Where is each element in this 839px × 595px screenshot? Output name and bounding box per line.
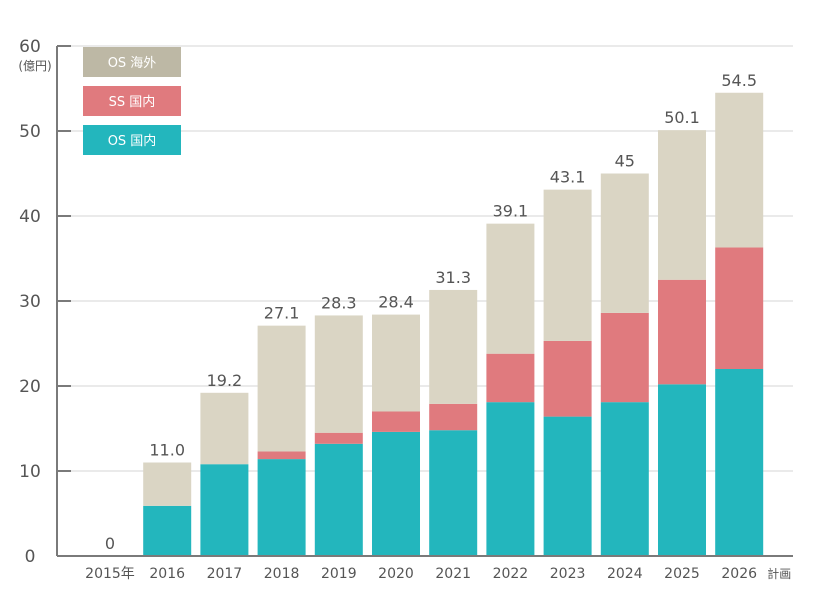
x-tick-label: 2026 [721,566,757,582]
legend-swatch [83,86,181,116]
legend-label: OS 国内 [108,133,157,149]
bar-segment [658,130,706,280]
y-tick-label: 20 [19,377,41,397]
total-label: 28.4 [378,293,414,312]
bar-segment [486,223,535,354]
total-label: 19.2 [207,371,243,390]
bar-segment [658,279,706,385]
total-label: 54.5 [721,71,757,90]
x-tick-label: 2024 [607,566,643,582]
bar-segment [314,443,363,556]
legend-swatch [83,125,181,155]
legend: OS 海外 SS 国内 OS 国内 [83,47,181,155]
total-label: 11.0 [149,441,185,460]
total-label: 45 [615,152,635,171]
bar-segment [314,315,363,433]
bar-segment [200,392,249,465]
x-tick-label: 2021 [435,566,471,582]
y-tick-label: 60 [19,37,41,57]
bar-segment [486,353,535,403]
x-tick-label: 2022 [493,566,529,582]
legend-label: OS 海外 [108,56,157,71]
data-labels: 0 11.0 19.2 27.1 28.3 28.4 31.3 39.1 43.1 45 50.1 5… [105,71,757,553]
y-unit-label: (億円) [18,59,51,73]
legend-label: SS 国内 [109,94,156,110]
bar-segment [257,451,306,460]
bar-segment [543,340,592,417]
bar-segment [543,416,592,556]
x-tick-label: 2015年 [85,566,135,582]
x-tick-label: 2019 [321,566,357,582]
bar-segment [486,402,535,556]
bar-segment [372,314,420,412]
bar-segment [600,173,649,313]
x-tick-label: 2023 [550,566,586,582]
bar-segment [429,403,478,431]
y-tick-label: 50 [19,122,41,142]
x-tick-label: 2018 [264,566,300,582]
total-label: 28.3 [321,293,357,312]
total-label: 31.3 [435,268,471,287]
x-axis-labels: 2015年 2016 2017 2018 2019 2020 2021 2022 2023 202… [85,566,791,582]
bar-segment [715,369,764,556]
bar-segment [600,312,649,403]
legend-swatch [83,47,181,77]
x-tick-suffix: 計画 [767,566,791,581]
y-tick-label: 30 [19,292,41,312]
total-label: 0 [105,534,115,553]
y-axis-ticks: 0 10 20 30 40 50 60 [19,37,71,567]
bar-segment [314,432,363,444]
bar-segment [372,431,420,556]
bar-segment [715,247,764,369]
bars [143,92,764,556]
y-tick-label: 40 [19,207,41,227]
x-tick-label: 2017 [207,566,243,582]
y-tick-label: 0 [25,547,36,567]
bar-segment [715,92,764,248]
total-label: 50.1 [664,108,700,127]
bar-segment [543,189,592,341]
total-label: 39.1 [493,202,529,221]
bar-segment [372,411,420,432]
total-label: 27.1 [264,304,300,323]
bar-segment [429,289,478,404]
bar-segment [200,464,249,556]
total-label: 43.1 [550,168,586,187]
x-tick-label: 2020 [378,566,414,582]
bar-segment [658,384,706,556]
bar-segment [143,462,192,506]
bar-segment [429,430,478,556]
bar-segment [257,325,306,452]
bar-segment [600,402,649,556]
y-tick-label: 10 [19,462,41,482]
bar-segment [257,459,306,556]
x-tick-label: 2025 [664,566,700,582]
bar-segment [143,505,192,556]
x-tick-label: 2016 [149,566,185,582]
